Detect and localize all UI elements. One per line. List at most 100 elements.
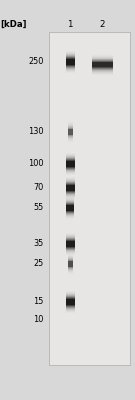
- Bar: [68, 253, 73, 275]
- Text: 250: 250: [28, 58, 44, 66]
- Bar: [68, 129, 73, 135]
- Bar: [66, 59, 75, 65]
- Bar: [68, 123, 73, 141]
- Bar: [66, 155, 75, 173]
- Bar: [66, 233, 75, 255]
- Bar: [66, 156, 75, 172]
- Bar: [66, 51, 75, 73]
- Bar: [66, 239, 75, 249]
- Bar: [66, 185, 75, 191]
- Bar: [66, 185, 75, 191]
- Bar: [66, 161, 75, 167]
- Bar: [66, 180, 75, 196]
- Bar: [66, 54, 75, 70]
- Bar: [66, 183, 75, 193]
- Bar: [68, 260, 73, 268]
- Bar: [66, 199, 74, 217]
- Bar: [66, 52, 75, 72]
- Bar: [68, 259, 73, 269]
- Bar: [68, 261, 73, 267]
- Bar: [66, 55, 75, 69]
- Bar: [66, 293, 75, 311]
- Bar: [68, 126, 73, 138]
- Bar: [66, 53, 75, 71]
- Bar: [66, 298, 75, 306]
- Bar: [92, 54, 113, 76]
- Bar: [66, 298, 75, 306]
- Bar: [92, 56, 113, 73]
- Bar: [66, 181, 75, 195]
- Bar: [68, 125, 73, 139]
- Bar: [66, 153, 75, 175]
- Bar: [68, 126, 73, 138]
- Bar: [66, 299, 75, 305]
- Bar: [68, 129, 73, 135]
- Bar: [68, 121, 73, 143]
- Bar: [66, 183, 75, 193]
- Bar: [68, 257, 73, 271]
- Bar: [66, 158, 75, 170]
- Bar: [68, 256, 73, 272]
- Bar: [66, 161, 75, 167]
- Bar: [66, 179, 75, 197]
- Bar: [66, 240, 75, 248]
- Bar: [66, 177, 75, 199]
- Bar: [66, 56, 75, 68]
- Text: 55: 55: [34, 204, 44, 212]
- Bar: [92, 62, 113, 68]
- Bar: [66, 181, 75, 195]
- Bar: [68, 121, 73, 143]
- Bar: [66, 236, 75, 252]
- Bar: [66, 203, 74, 213]
- Text: 70: 70: [34, 184, 44, 192]
- Bar: [92, 55, 113, 74]
- Bar: [92, 56, 113, 74]
- Bar: [66, 52, 75, 72]
- Bar: [66, 239, 75, 249]
- Bar: [68, 258, 73, 270]
- Bar: [66, 153, 75, 175]
- Bar: [92, 58, 113, 72]
- Bar: [92, 58, 113, 72]
- Bar: [66, 178, 75, 198]
- Bar: [66, 201, 74, 215]
- Bar: [66, 203, 74, 213]
- Bar: [68, 260, 73, 268]
- Text: [kDa]: [kDa]: [1, 20, 27, 29]
- Text: 15: 15: [33, 298, 44, 306]
- Bar: [66, 234, 75, 254]
- Bar: [92, 54, 113, 75]
- Bar: [66, 199, 74, 217]
- Bar: [66, 160, 75, 168]
- Bar: [66, 201, 74, 215]
- Bar: [66, 202, 74, 214]
- Bar: [66, 51, 75, 73]
- Bar: [68, 123, 73, 141]
- Bar: [68, 253, 73, 275]
- Bar: [66, 241, 75, 247]
- Bar: [66, 184, 75, 192]
- Bar: [66, 294, 75, 310]
- Text: 130: 130: [28, 128, 44, 136]
- Bar: [92, 62, 113, 67]
- Bar: [68, 261, 73, 267]
- Bar: [66, 59, 75, 65]
- Text: 100: 100: [28, 160, 44, 168]
- Bar: [68, 254, 73, 274]
- Bar: [66, 197, 74, 219]
- Bar: [66, 59, 75, 65]
- Bar: [66, 156, 75, 172]
- Bar: [66, 184, 75, 192]
- Bar: [68, 256, 73, 272]
- Bar: [66, 296, 75, 308]
- Bar: [92, 62, 113, 68]
- Bar: [66, 238, 75, 250]
- Bar: [66, 291, 75, 313]
- Bar: [66, 292, 75, 312]
- Bar: [66, 200, 74, 216]
- Text: 10: 10: [33, 316, 44, 324]
- Bar: [68, 255, 73, 273]
- Bar: [92, 56, 113, 74]
- Bar: [68, 128, 73, 136]
- Bar: [66, 204, 74, 212]
